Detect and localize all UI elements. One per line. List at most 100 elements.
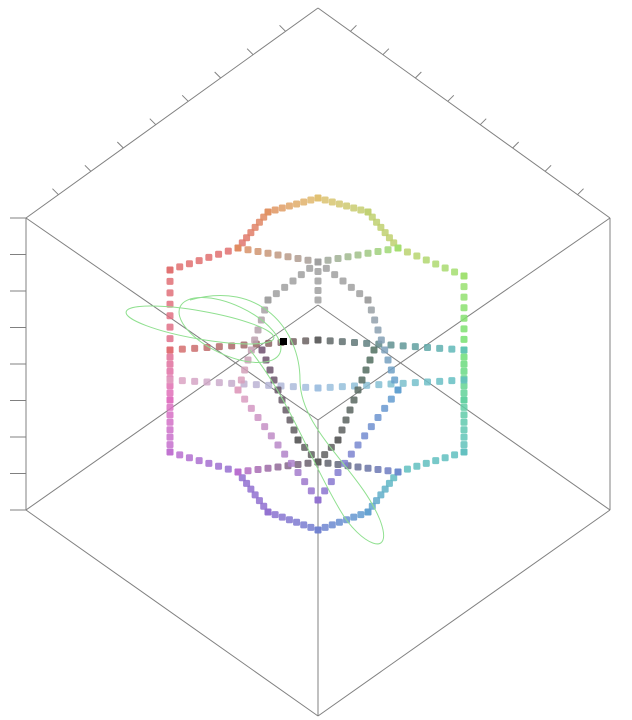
color-point bbox=[274, 251, 282, 259]
color-point bbox=[247, 346, 255, 354]
color-point bbox=[361, 432, 369, 440]
color-point bbox=[448, 377, 456, 385]
color-point bbox=[354, 441, 362, 449]
color-point bbox=[278, 513, 286, 521]
color-point bbox=[328, 521, 336, 529]
color-point bbox=[258, 346, 266, 354]
color-point bbox=[374, 414, 382, 421]
color-point bbox=[403, 465, 411, 473]
cube-edge-0 bbox=[25, 7, 319, 219]
color-point bbox=[243, 479, 251, 487]
tick bbox=[84, 164, 92, 172]
color-point bbox=[244, 467, 252, 475]
marker-layer bbox=[280, 338, 287, 345]
color-point bbox=[307, 196, 315, 204]
cube-edge-1 bbox=[317, 7, 611, 219]
color-point bbox=[215, 250, 223, 258]
color-point bbox=[247, 404, 255, 412]
color-point bbox=[290, 426, 298, 434]
color-point bbox=[362, 366, 370, 374]
color-point bbox=[357, 511, 365, 519]
color-point bbox=[448, 345, 456, 353]
tick bbox=[181, 94, 189, 102]
color-point bbox=[314, 296, 322, 304]
color-point bbox=[441, 264, 449, 272]
color-point bbox=[350, 204, 358, 212]
tick bbox=[52, 188, 59, 196]
color-point bbox=[244, 246, 252, 254]
color-point bbox=[234, 386, 242, 394]
color-point bbox=[240, 341, 248, 349]
color-point bbox=[287, 459, 295, 467]
color-point bbox=[460, 360, 468, 368]
color-point bbox=[304, 459, 312, 467]
color-point bbox=[254, 466, 262, 473]
color-point bbox=[384, 467, 392, 475]
color-point bbox=[314, 458, 322, 466]
color-point bbox=[334, 436, 342, 444]
tick bbox=[279, 24, 286, 32]
color-point bbox=[391, 376, 399, 384]
color-point bbox=[460, 403, 468, 411]
color-point bbox=[285, 516, 293, 524]
color-point bbox=[321, 196, 329, 204]
color-point bbox=[285, 202, 293, 210]
trajectory-loop bbox=[125, 305, 275, 345]
color-point bbox=[460, 346, 468, 354]
color-point bbox=[346, 406, 354, 414]
color-point bbox=[265, 381, 273, 389]
color-point bbox=[411, 343, 419, 351]
color-point bbox=[293, 200, 301, 208]
color-point bbox=[342, 416, 350, 424]
color-point bbox=[451, 268, 459, 276]
cube-edge-5 bbox=[317, 509, 611, 717]
color-point bbox=[307, 487, 315, 495]
color-point bbox=[271, 511, 279, 519]
color-point bbox=[314, 258, 322, 266]
color-point bbox=[274, 441, 282, 449]
color-point bbox=[191, 344, 199, 352]
color-point bbox=[166, 448, 174, 456]
color-point bbox=[387, 341, 395, 349]
color-point bbox=[460, 293, 468, 301]
color-point bbox=[166, 300, 174, 308]
color-point bbox=[314, 496, 322, 504]
color-point bbox=[166, 441, 174, 449]
color-point bbox=[413, 462, 421, 470]
tick bbox=[214, 71, 222, 79]
color-point bbox=[237, 376, 245, 384]
color-point bbox=[166, 346, 174, 354]
color-point bbox=[335, 518, 343, 526]
color-point bbox=[185, 454, 193, 462]
color-point bbox=[166, 433, 174, 441]
black-square-marker bbox=[280, 338, 287, 345]
color-point bbox=[314, 194, 322, 202]
color-point bbox=[387, 366, 395, 374]
color-point bbox=[328, 198, 336, 206]
color-point bbox=[374, 248, 382, 255]
color-point bbox=[252, 381, 260, 389]
color-point bbox=[364, 508, 372, 516]
color-point bbox=[357, 206, 365, 214]
trajectory-curve bbox=[189, 295, 385, 545]
color-point bbox=[460, 382, 468, 390]
color-point bbox=[286, 416, 294, 424]
color-point bbox=[294, 461, 302, 468]
tick bbox=[512, 141, 520, 149]
color-point bbox=[185, 260, 193, 268]
color-point bbox=[436, 377, 444, 385]
color-point bbox=[364, 296, 372, 304]
tick bbox=[479, 118, 487, 126]
color-point bbox=[166, 367, 174, 375]
color-point bbox=[331, 271, 339, 279]
bounding-cube-frame bbox=[25, 7, 611, 717]
color-point bbox=[375, 381, 383, 389]
color-point bbox=[166, 389, 174, 397]
color-point bbox=[314, 336, 322, 344]
tick bbox=[382, 48, 390, 56]
color-point bbox=[178, 345, 186, 353]
color-point bbox=[166, 382, 174, 390]
color-point bbox=[334, 461, 342, 468]
